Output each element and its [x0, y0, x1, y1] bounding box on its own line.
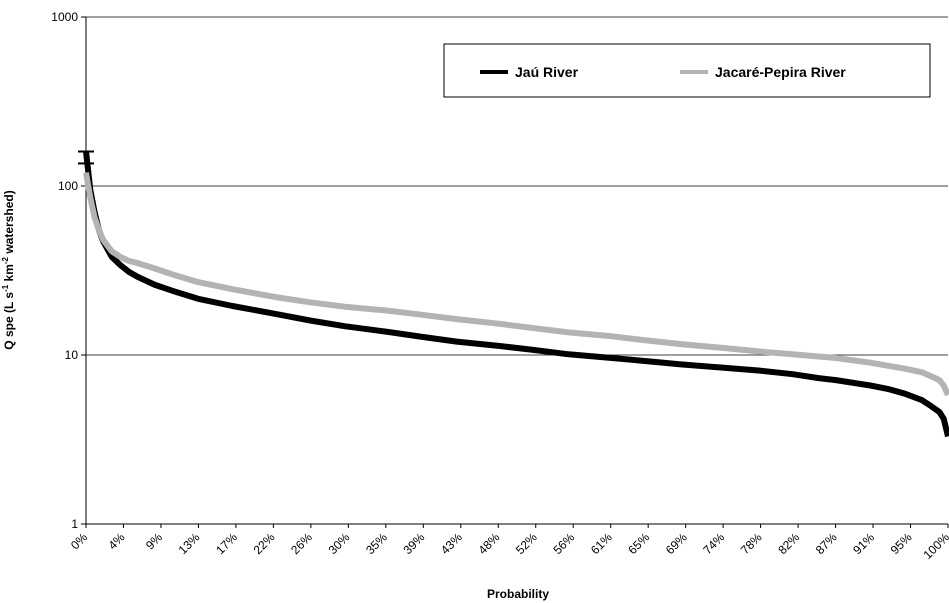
y-tick-label: 10: [65, 348, 79, 362]
y-axis-title-part2: km: [2, 264, 16, 285]
x-axis-title: Probability: [487, 587, 549, 601]
axes: [85, 17, 948, 525]
series-line-jacare-pepira: [83, 172, 949, 397]
series-line-jau: [83, 151, 949, 438]
legend: Jaú River Jacaré-Pepira River: [443, 43, 931, 98]
series-group: [78, 150, 949, 438]
y-axis-title-sup1: -1: [1, 284, 10, 292]
y-axis-title: Q spe (L s-1 km-2 watershed): [1, 190, 16, 349]
legend-label-jacare-pepira: Jacaré-Pepira River: [715, 64, 846, 80]
y-axis-title-sup2: -2: [1, 256, 10, 264]
y-axis-title-part3: watershed): [2, 190, 16, 257]
y-tick-label: 1000: [51, 10, 78, 24]
y-tick-labels: 1 10 100 1000: [51, 10, 78, 531]
y-tick-label: 1: [71, 517, 78, 531]
legend-label-jau: Jaú River: [515, 64, 579, 80]
y-tick-label: 100: [58, 179, 78, 193]
y-axis-title-part1: Q spe (L s: [2, 292, 16, 350]
